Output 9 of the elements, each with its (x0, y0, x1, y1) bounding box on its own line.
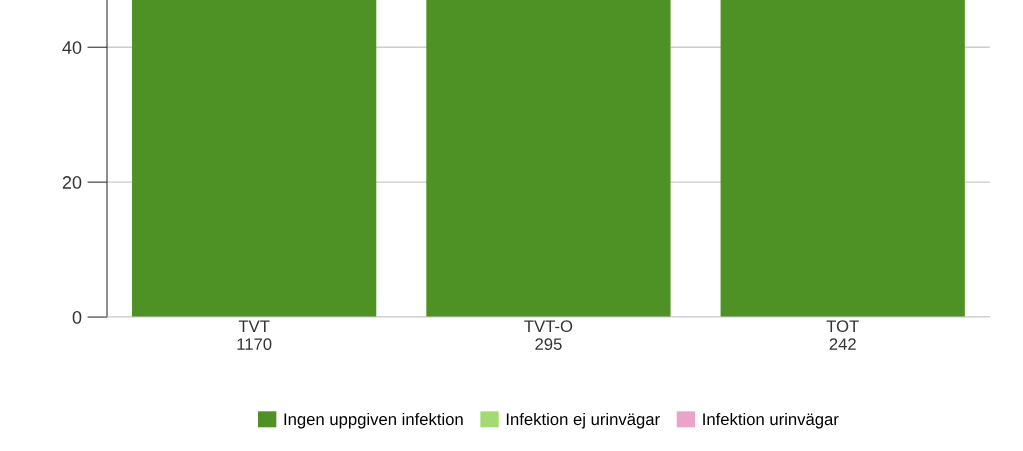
x-tick-label: TVT-O 295 (524, 320, 573, 351)
x-tick-label: TOT 242 (826, 320, 859, 350)
legend-label: Ingen uppgiven infektion (284, 412, 463, 429)
y-tick-label: 0 (72, 310, 82, 324)
y-tick-label: 40 (62, 41, 82, 54)
legend-label: Infektion ej urinvägar (506, 412, 660, 429)
legend-label: Infektion urinvägar (703, 412, 839, 429)
y-tick-label: 20 (62, 176, 82, 189)
x-tick-label: TVT 1170 (237, 320, 272, 351)
